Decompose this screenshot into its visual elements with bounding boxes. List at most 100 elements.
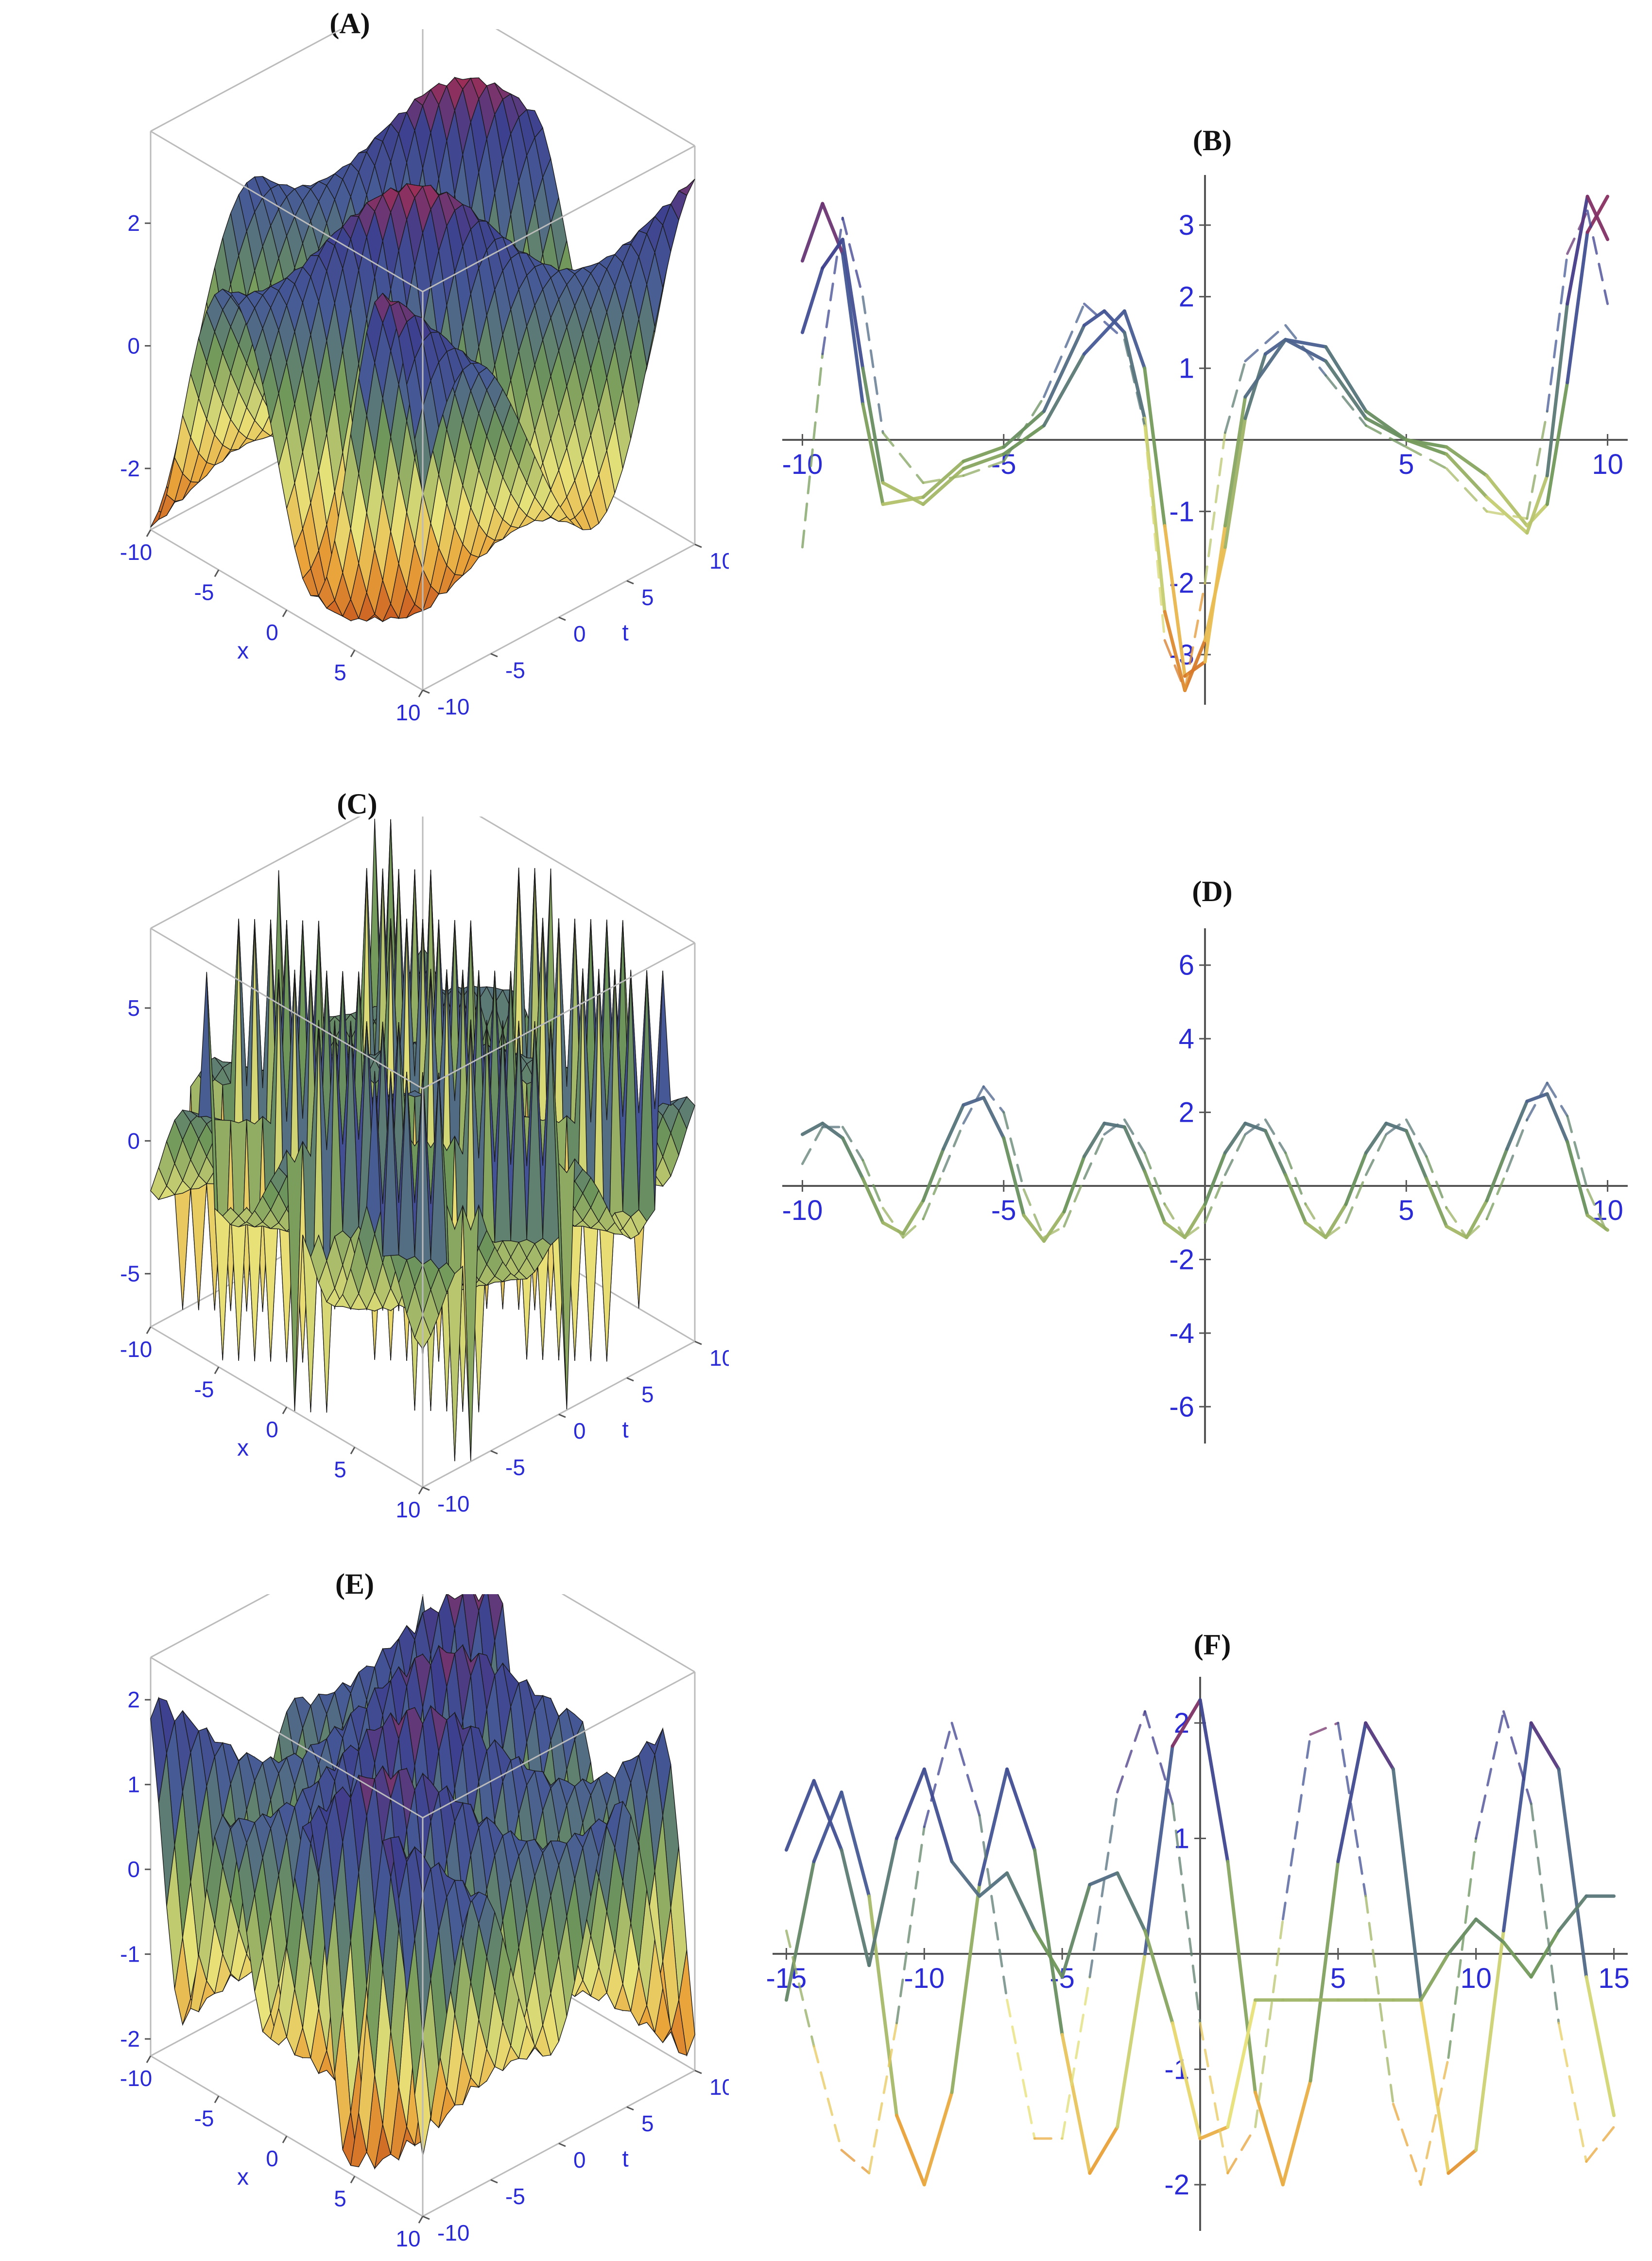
chart-b-series-1-segment xyxy=(841,238,865,370)
chart-b-series-2-segment xyxy=(1163,639,1187,692)
chart-b-series-1-segment xyxy=(1566,194,1589,306)
chart-c-z-tick-label: 0 xyxy=(127,1128,140,1153)
chart-f-series-2-segment xyxy=(978,1814,1009,2001)
chart-f-series-0-segment xyxy=(784,1860,816,2002)
chart-d-series-1-segment xyxy=(1143,1151,1166,1206)
chart-f-series-2-segment xyxy=(1143,1710,1174,1805)
chart-f-x-tick-label: 10 xyxy=(1460,1963,1492,1994)
chart-e-t-tick xyxy=(694,2070,702,2074)
chart-f-series-0-segment xyxy=(922,2090,954,2187)
chart-f-x-tick-label: 15 xyxy=(1598,1963,1630,1994)
chart-c-surface-mesh xyxy=(150,818,695,1462)
chart-d-series-0-segment xyxy=(1143,1169,1167,1225)
chart-b-series-2-segment xyxy=(1083,302,1126,341)
chart-c-t-tick-label: -10 xyxy=(437,1491,469,1516)
chart-f-series-1-segment xyxy=(1474,1917,1506,1944)
chart-f-y-tick-label: -2 xyxy=(1164,2169,1189,2201)
chart-f-series-0-segment xyxy=(950,1883,981,2094)
chart-f-series-2-segment xyxy=(895,1826,926,2024)
chart-d-series-1-segment xyxy=(1586,1188,1609,1235)
chart-b-series-0-segment xyxy=(1082,309,1106,327)
chart-d-series-0-segment xyxy=(1445,1224,1469,1239)
chart-f-series-2-segment xyxy=(1337,1722,1367,1897)
chart-c-box-edge xyxy=(422,942,695,1090)
chart-a-z-tick-label: -2 xyxy=(120,456,140,481)
chart-f-series-2-segment xyxy=(840,2149,871,2174)
chart-d-series-0-segment xyxy=(800,1121,825,1136)
chart-f-series-1-segment xyxy=(840,1848,871,1967)
chart-e-t-tick-label: 0 xyxy=(573,2147,586,2173)
chart-f-series-0-segment xyxy=(867,1894,898,2117)
chart-b-series-2-segment xyxy=(821,216,844,355)
chart-d-series-1-segment xyxy=(1364,1133,1388,1176)
chart-b-series-2-segment xyxy=(1204,431,1226,585)
chart-c-surface: -10 -5 0 5 10 x -10 -5 0 5 10 t -5 0 5 xyxy=(120,817,729,1522)
chart-d-series-1-segment xyxy=(1505,1118,1529,1173)
chart-d-series-0-segment xyxy=(1545,1092,1569,1144)
chart-f-x-tick-label: 5 xyxy=(1330,1963,1346,1994)
chart-b-series-1-segment xyxy=(1485,495,1529,535)
chart-e-x-tick xyxy=(214,2095,220,2104)
chart-b-series-1-segment xyxy=(1525,474,1549,535)
chart-f-series-2-segment xyxy=(1281,1733,1312,1921)
chart-d-series-0-segment xyxy=(1203,1151,1227,1206)
chart-a-t-tick-label: -10 xyxy=(437,694,469,719)
chart-d-series-0-segment xyxy=(861,1177,885,1225)
chart-d-series-0-segment xyxy=(1122,1125,1147,1173)
chart-e-surface-mesh xyxy=(150,1594,695,2170)
chart-f-series-0-segment xyxy=(812,1791,843,1863)
chart-c-t-tick-label: 5 xyxy=(641,1382,654,1407)
chart-f-series-0-segment xyxy=(1254,2090,1285,2187)
chart-d-series-0-segment xyxy=(1344,1151,1368,1206)
chart-f-series-0-segment xyxy=(1198,1698,1230,1863)
chart-b-series-0-segment xyxy=(1284,338,1328,349)
chart-e-x-tick xyxy=(350,2175,356,2184)
chart-b-series-2-segment xyxy=(841,216,864,298)
chart-b-x-tick-label: -10 xyxy=(782,449,823,480)
chart-d-series-0-segment xyxy=(901,1199,925,1235)
chart-d-series-1-segment xyxy=(982,1085,1005,1114)
chart-c-x-tick-label: 0 xyxy=(266,1417,278,1442)
chart-a-z-tick-label: 0 xyxy=(127,333,140,359)
chart-b-series-1-segment xyxy=(1143,366,1167,528)
chart-a-t-tick xyxy=(422,689,430,694)
chart-a-x-tick-label: -5 xyxy=(194,580,214,605)
chart-d-series-0-segment xyxy=(1183,1202,1207,1239)
chart-a-z-tick-label: 2 xyxy=(127,210,140,236)
chart-b-series-1-segment xyxy=(861,366,885,485)
chart-d-series-1-segment xyxy=(881,1206,905,1239)
chart-e-x-tick xyxy=(282,2136,288,2143)
chart-e-box-edge xyxy=(150,1594,270,1658)
chart-d-y-tick-label: -4 xyxy=(1169,1318,1194,1349)
chart-d-series-0-segment xyxy=(962,1096,985,1107)
chart-b-x-tick-label: 5 xyxy=(1398,449,1414,480)
chart-d-series-1-segment xyxy=(1546,1081,1569,1117)
chart-a-surface-mesh xyxy=(150,77,695,623)
chart-f-series-2-segment xyxy=(1254,1918,1284,2128)
chart-a-box-edge xyxy=(422,145,695,293)
chart-d-series-0-segment xyxy=(981,1096,1006,1140)
chart-e-x-label: x xyxy=(237,2164,249,2190)
chart-b-series-2-segment xyxy=(801,352,824,549)
chart-d-series-0-segment xyxy=(841,1136,865,1181)
chart-f-series-0-segment xyxy=(1364,1721,1395,1771)
chart-a-x-tick-label: 5 xyxy=(334,660,346,685)
panel-e-title: (E) xyxy=(335,1568,374,1600)
chart-b-series-0-segment xyxy=(1163,610,1187,693)
chart-b-series-1-segment xyxy=(1585,194,1610,242)
chart-d-series-1-segment xyxy=(1123,1118,1146,1154)
chart-b-series-2-segment xyxy=(1244,324,1287,363)
chart-f-series-1-segment xyxy=(1143,1929,1174,2025)
chart-f-series-1-segment xyxy=(1088,1871,1119,1886)
chart-f-series-2-segment xyxy=(1116,1710,1146,1793)
chart-f-series-1-segment xyxy=(978,1871,1009,1898)
chart-a-t-label: t xyxy=(622,620,628,646)
chart-c-z-tick-label: 5 xyxy=(127,995,140,1021)
chart-c-t-tick xyxy=(422,1486,430,1491)
chart-e-x-tick-label: 5 xyxy=(334,2186,346,2211)
chart-f-series-1-segment xyxy=(784,1779,816,1852)
chart-d-series-1-segment xyxy=(1002,1111,1025,1191)
chart-d-series-1-segment xyxy=(1405,1118,1428,1158)
